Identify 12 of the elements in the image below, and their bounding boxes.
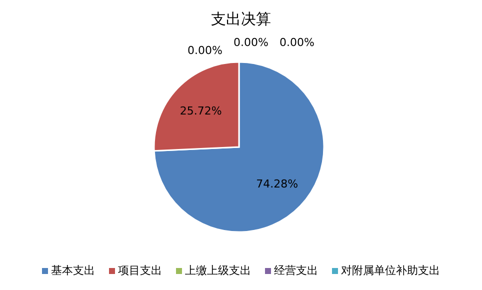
legend-label: 基本支出: [51, 264, 95, 277]
pie-slice: [153, 61, 325, 233]
legend-label: 对附属单位补助支出: [341, 264, 440, 277]
data-label: 25.72%: [180, 104, 222, 118]
legend-label: 项目支出: [118, 264, 162, 277]
legend-label: 经营支出: [274, 264, 318, 277]
text: 0.00%: [234, 36, 268, 49]
text: 0.00%: [188, 44, 222, 57]
chart-title: 支出决算: [211, 10, 271, 28]
legend-label: 上缴上级支出: [185, 264, 251, 277]
data-label: 74.28%: [256, 177, 298, 190]
text: 0.00%: [280, 36, 314, 49]
